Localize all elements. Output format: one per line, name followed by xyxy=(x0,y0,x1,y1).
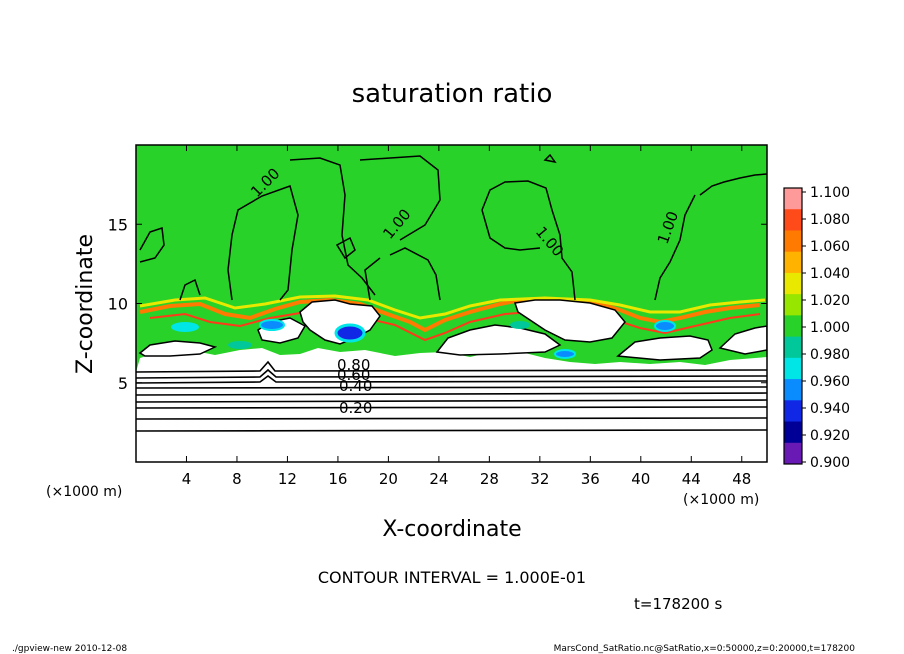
yellow-band xyxy=(139,294,766,320)
x-tick-label: 48 xyxy=(732,470,751,488)
colorbar: 1.100 1.080 1.060 1.040 1.020 1.000 0.980 0.960… xyxy=(783,185,850,471)
colorbar-label: 0.980 xyxy=(810,347,850,363)
x-axis-ticks: 4 8 12 16 20 24 28 32 36 40 44 48 xyxy=(182,145,751,488)
colorbar-swatch xyxy=(784,315,802,338)
colorbar-label: 0.900 xyxy=(810,455,850,471)
contour-label: 0.20 xyxy=(339,399,372,417)
supersaturated-fringe-red xyxy=(149,309,761,342)
contour-interval-text: CONTOUR INTERVAL = 1.000E-01 xyxy=(318,568,586,587)
colorbar-swatch xyxy=(784,209,802,231)
blue-patch xyxy=(259,319,285,331)
y-axis-label: Z-coordinate xyxy=(73,234,98,374)
y-tick-label: 5 xyxy=(118,374,128,393)
blue-patch xyxy=(510,321,530,329)
colorbar-label: 1.040 xyxy=(810,266,850,282)
time-text: t=178200 s xyxy=(634,595,722,613)
colorbar-swatch xyxy=(784,421,802,444)
x-tick-label: 16 xyxy=(328,470,347,488)
chart-title: saturation ratio xyxy=(352,79,553,109)
y-axis-ticks: 5 10 15 xyxy=(108,215,767,393)
colorbar-swatch xyxy=(784,379,802,401)
x-tick-label: 24 xyxy=(429,470,448,488)
x-tick-label: 44 xyxy=(682,470,701,488)
y-tick-label: 10 xyxy=(108,295,128,314)
colorbar-label: 0.960 xyxy=(810,374,850,390)
y-tick-label: 15 xyxy=(108,215,128,234)
x-tick-label: 4 xyxy=(182,470,192,488)
colorbar-swatch xyxy=(784,357,802,380)
footer-left: ./gpview-new 2010-12-08 xyxy=(12,644,127,654)
x-tick-label: 12 xyxy=(278,470,297,488)
colorbar-label: 1.020 xyxy=(810,293,850,309)
colorbar-swatch xyxy=(784,272,802,295)
blue-patch xyxy=(334,323,366,343)
x-tick-label: 20 xyxy=(379,470,398,488)
colorbar-swatch xyxy=(784,442,802,465)
cyan-patch xyxy=(228,341,252,349)
colorbar-swatch xyxy=(784,400,802,423)
x-tick-label: 28 xyxy=(480,470,499,488)
x-tick-label: 32 xyxy=(530,470,549,488)
colorbar-swatch xyxy=(784,230,802,253)
cloud-6 xyxy=(718,325,767,355)
colorbar-label: 0.920 xyxy=(810,428,850,444)
colorbar-frame xyxy=(783,187,803,465)
contour-label: 0.80 xyxy=(337,356,370,374)
colorbar-label: 0.940 xyxy=(810,401,850,417)
x-unit-left: (×1000 m) xyxy=(46,484,122,500)
colorbar-label: 1.100 xyxy=(810,185,850,201)
colorbar-swatch xyxy=(784,294,802,316)
colorbar-label: 1.000 xyxy=(810,320,850,336)
contours-upper xyxy=(139,153,767,301)
contours-lower xyxy=(136,360,767,432)
x-unit-right: (×1000 m) xyxy=(683,492,759,508)
x-tick-label: 36 xyxy=(581,470,600,488)
plot-area xyxy=(136,145,767,462)
blue-patch xyxy=(654,320,676,332)
x-axis-label: X-coordinate xyxy=(382,517,521,542)
x-tick-label: 8 xyxy=(232,470,242,488)
colorbar-label: 1.060 xyxy=(810,239,850,255)
colorbar-swatch xyxy=(784,188,802,210)
dry-lower-layer xyxy=(136,348,767,462)
blue-patch xyxy=(554,349,576,359)
footer-right: MarsCond_SatRatio.nc@SatRatio,x=0:50000,… xyxy=(554,644,856,654)
contour-label: 0.40 xyxy=(339,377,372,395)
colorbar-swatch xyxy=(784,336,802,359)
colorbar-swatch xyxy=(784,251,802,274)
cloud-3 xyxy=(435,324,562,356)
cloud-4 xyxy=(514,299,626,343)
cloud-5 xyxy=(616,335,713,361)
colorbar-label: 1.080 xyxy=(810,212,850,228)
cloud-1 xyxy=(138,340,218,357)
x-tick-label: 40 xyxy=(631,470,650,488)
cyan-patch xyxy=(171,322,199,332)
contour-label: 0.60 xyxy=(337,366,370,384)
